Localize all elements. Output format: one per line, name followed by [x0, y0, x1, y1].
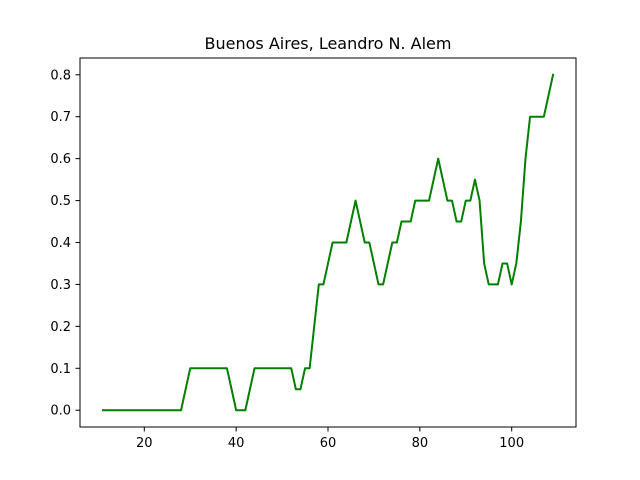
x-tick-label: 40 — [228, 436, 245, 451]
x-tick-label: 60 — [320, 436, 337, 451]
y-tick-label: 0.6 — [50, 152, 71, 167]
x-tick-label: 80 — [412, 436, 429, 451]
y-tick-label: 0.1 — [50, 362, 71, 377]
axes: 20 40 60 80 100 0.0 0.1 0.2 0.3 0.4 0.5 0.6 0.7 0.8 — [50, 57, 577, 451]
plot-area — [101, 73, 555, 412]
y-tick-label: 0.2 — [50, 320, 71, 335]
y-tick-label: 0.3 — [50, 278, 71, 293]
y-tick-label: 0.5 — [50, 194, 71, 209]
chart-title: Buenos Aires, Leandro N. Alem — [205, 34, 452, 53]
x-tick-label: 100 — [499, 436, 524, 451]
y-tick-label: 0.4 — [50, 236, 71, 251]
y-tick-label: 0.7 — [50, 110, 71, 125]
x-tick-label: 20 — [136, 436, 153, 451]
series-line-0 — [101, 73, 555, 412]
y-tick-label: 0.0 — [50, 404, 71, 419]
y-tick-label: 0.8 — [50, 68, 71, 83]
